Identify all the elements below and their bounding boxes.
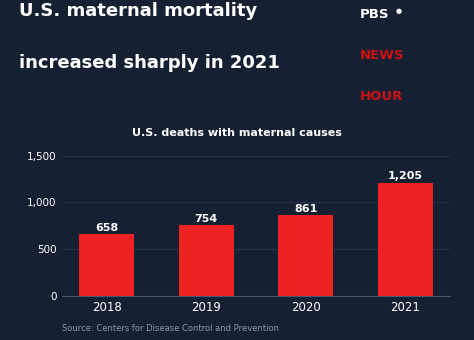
Text: NEWS: NEWS <box>360 49 405 62</box>
Text: 861: 861 <box>294 204 318 214</box>
Text: U.S. deaths with maternal causes: U.S. deaths with maternal causes <box>132 128 342 138</box>
Text: U.S. maternal mortality: U.S. maternal mortality <box>19 2 257 20</box>
Text: ●: ● <box>396 8 402 15</box>
Text: Source: Centers for Disease Control and Prevention: Source: Centers for Disease Control and … <box>62 324 279 333</box>
Bar <box>278 215 333 296</box>
Text: HOUR: HOUR <box>360 90 404 103</box>
Text: 658: 658 <box>95 223 118 233</box>
Text: 754: 754 <box>194 214 218 224</box>
Text: PBS: PBS <box>360 8 390 21</box>
Bar <box>179 225 234 296</box>
Text: increased sharply in 2021: increased sharply in 2021 <box>19 54 280 72</box>
Bar <box>378 183 433 296</box>
Text: 1,205: 1,205 <box>388 171 423 182</box>
Bar <box>79 234 134 296</box>
